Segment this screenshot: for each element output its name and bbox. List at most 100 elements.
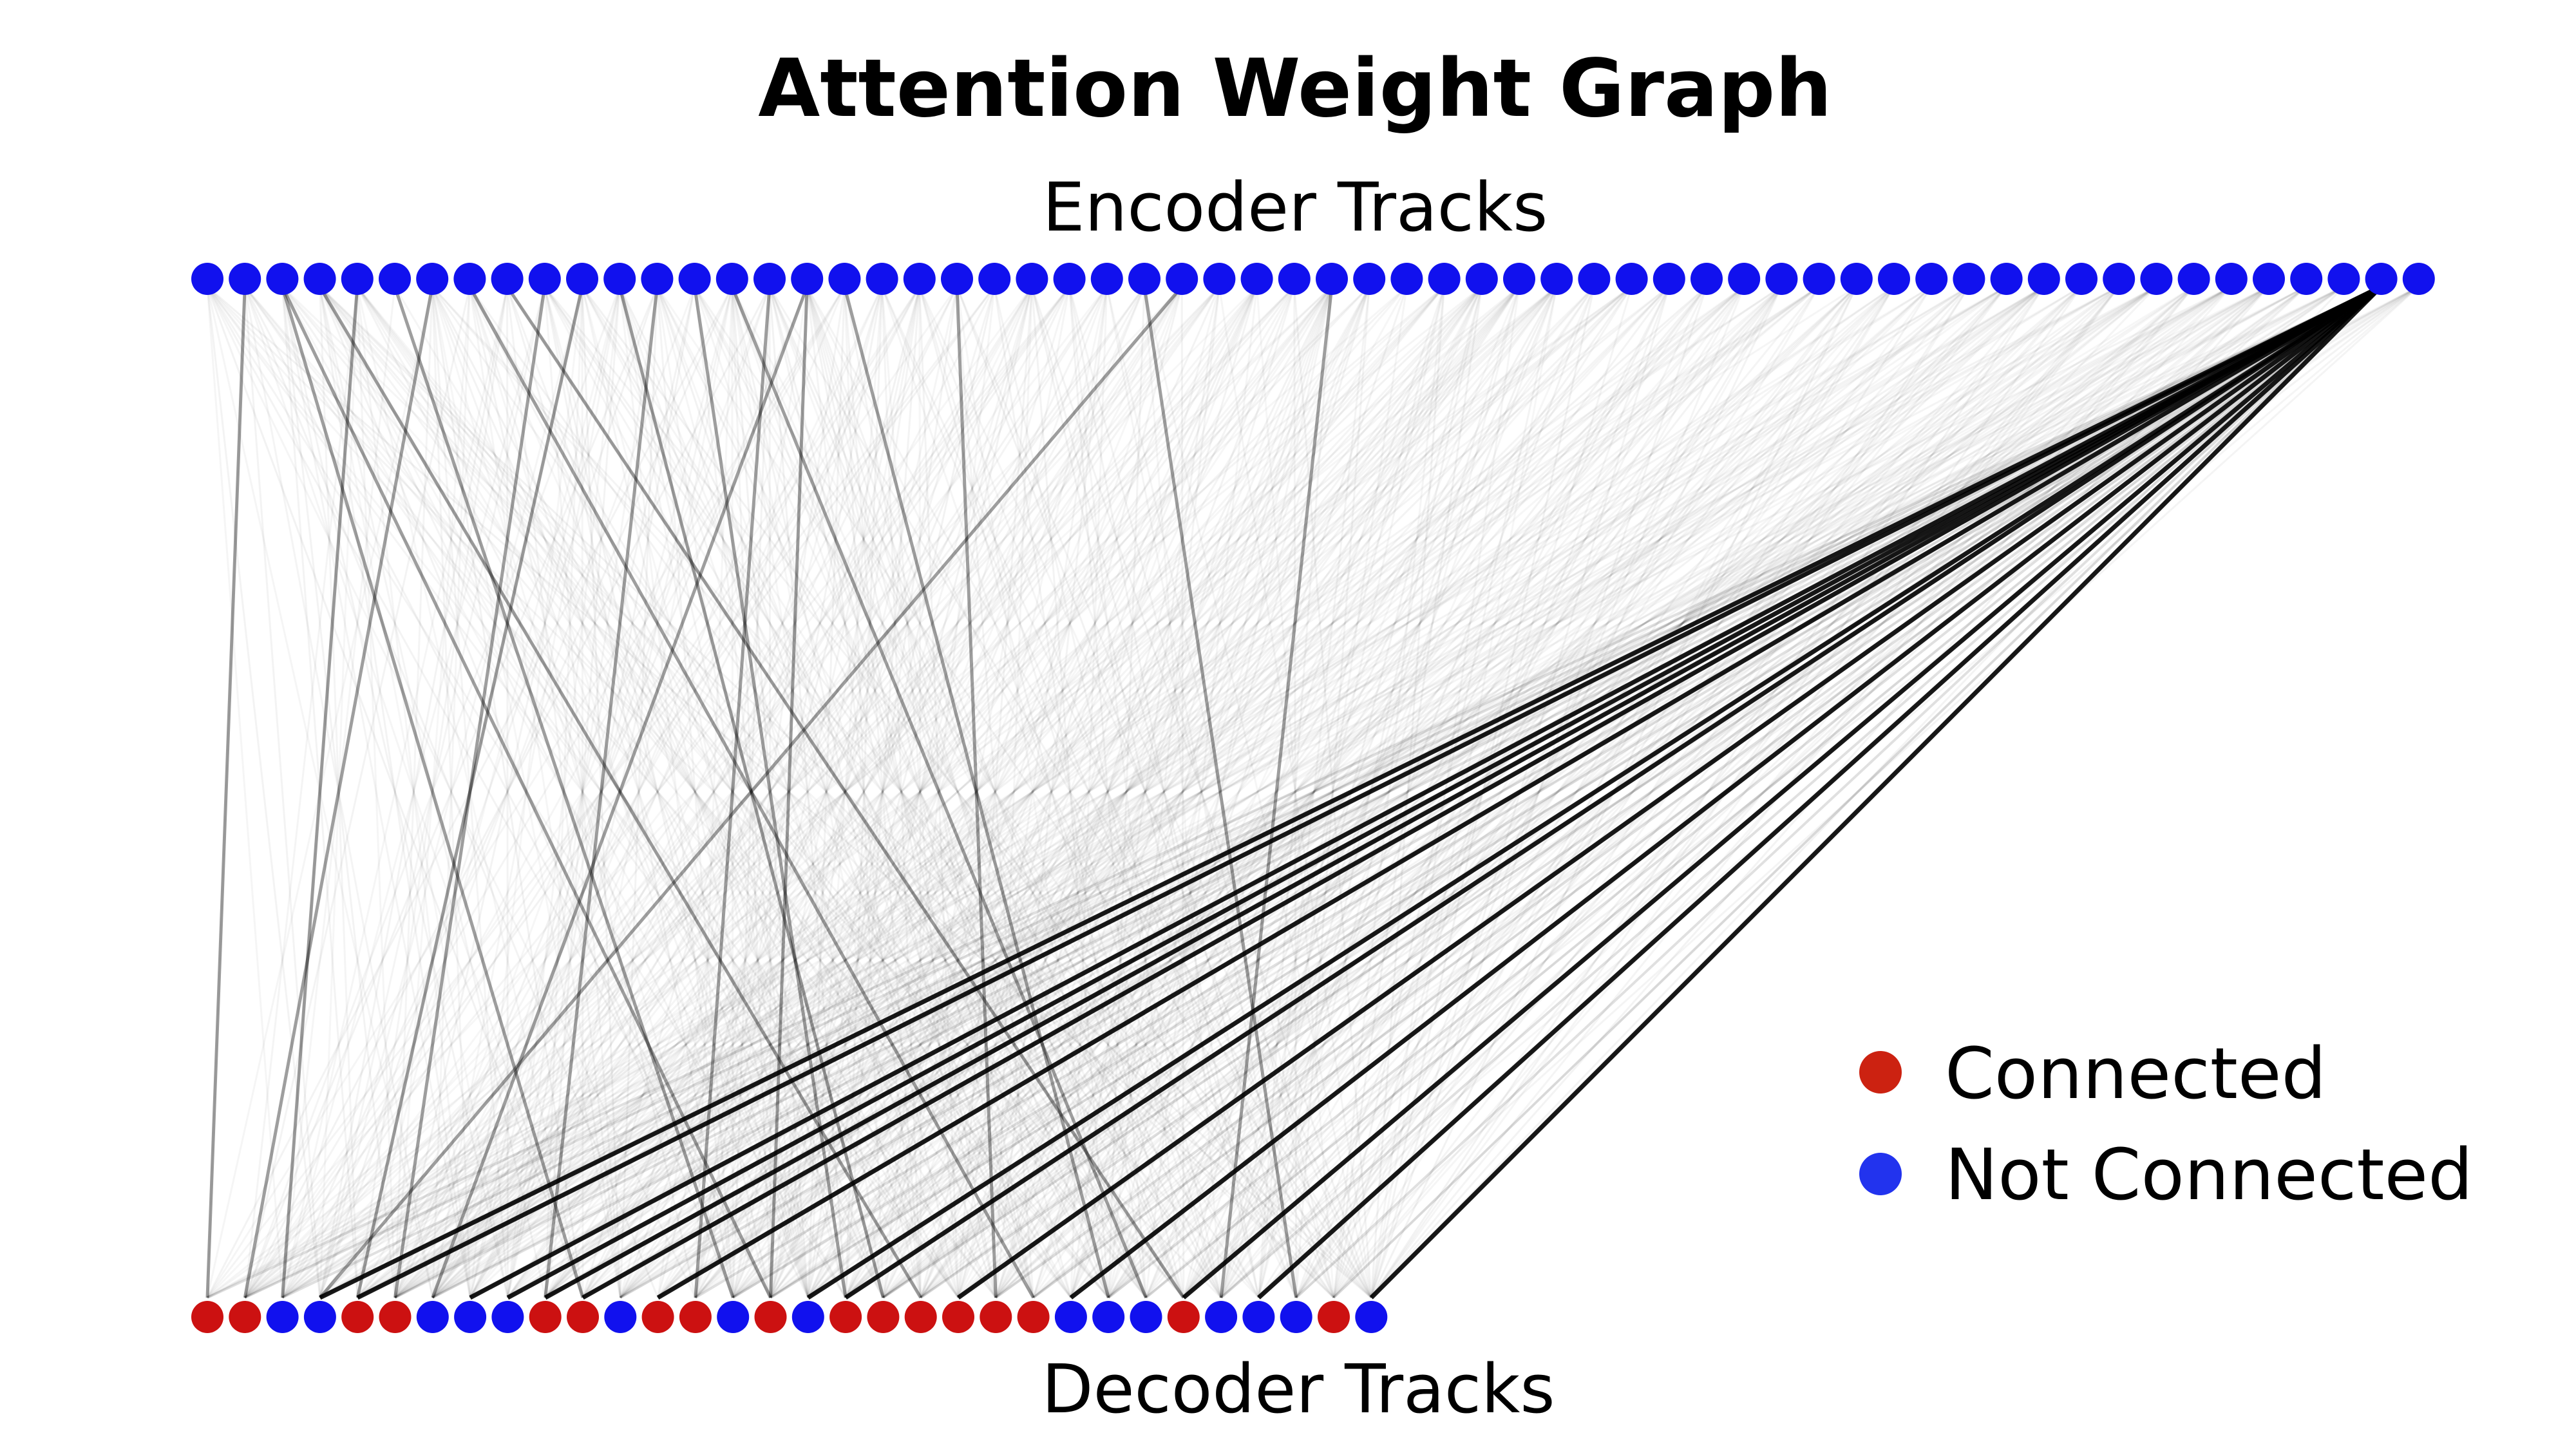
faint-edge (394, 285, 2382, 1299)
faint-edge (1106, 286, 1335, 1298)
faint-edge (281, 286, 734, 1298)
decoder-node-not-connected (266, 1301, 299, 1333)
faint-edge (1295, 286, 1970, 1298)
encoder-node (1166, 263, 1198, 295)
legend: Connected Not Connected (1859, 1032, 2473, 1216)
faint-edge (731, 286, 810, 1298)
decoder-node-not-connected (717, 1301, 750, 1333)
faint-edge (656, 286, 734, 1298)
faint-edge (544, 286, 734, 1298)
encoder-node (1390, 263, 1423, 295)
decoder-node-not-connected (416, 1301, 449, 1333)
faint-edge (994, 286, 1370, 1298)
faint-edge (281, 286, 1110, 1298)
encoder-nodes (191, 263, 2435, 295)
faint-edge (920, 286, 1183, 1298)
faint-edge (468, 286, 697, 1298)
medium-edge (243, 286, 434, 1298)
faint-edge (507, 285, 2045, 1299)
faint-edge (882, 285, 2382, 1299)
medium-edge (205, 286, 247, 1298)
faint-edge (1107, 286, 1146, 1298)
decoder-node-not-connected (1205, 1301, 1238, 1333)
faint-edge (394, 285, 2269, 1299)
faint-edge (768, 286, 1222, 1298)
faint-edge (620, 285, 1745, 1299)
faint-edge (843, 286, 1035, 1298)
faint-edge (618, 286, 1110, 1298)
faint-edge (995, 285, 2120, 1299)
decoder-node-connected (1318, 1301, 1350, 1333)
faint-edge (431, 286, 584, 1298)
decoder-node-connected (754, 1301, 787, 1333)
faint-edge (431, 286, 1146, 1298)
faint-edge (468, 286, 810, 1298)
strong-edge (469, 284, 2383, 1300)
legend-connected-marker (1859, 1051, 1902, 1094)
faint-edge (619, 286, 1108, 1298)
faint-edge (732, 286, 1333, 1298)
faint-edge (357, 285, 1633, 1299)
encoder-node (1428, 263, 1461, 295)
faint-edge (582, 286, 1146, 1298)
encoder-node (1728, 263, 1761, 295)
faint-edge (431, 285, 1970, 1299)
faint-edge (206, 286, 996, 1298)
faint-edge (243, 286, 659, 1298)
medium-edge (393, 286, 547, 1298)
faint-edge (957, 286, 1033, 1298)
faint-edge (581, 286, 621, 1298)
faint-edge (394, 285, 2119, 1299)
faint-edge (356, 286, 1110, 1298)
faint-edge (1220, 286, 1446, 1298)
encoder-node (1615, 263, 1648, 295)
faint-edge (657, 286, 1482, 1298)
faint-edge (506, 286, 509, 1298)
faint-edge (995, 285, 2382, 1299)
faint-edge (432, 285, 2345, 1299)
encoder-node (1465, 263, 1498, 295)
faint-edge (319, 286, 546, 1298)
faint-edge (994, 286, 1483, 1298)
faint-edge (656, 286, 997, 1298)
decoder-node-connected (942, 1301, 974, 1333)
faint-edge (1293, 286, 1372, 1298)
strong-edge (544, 284, 2383, 1300)
faint-edge (1030, 286, 1260, 1298)
encoder-node (1016, 263, 1048, 295)
faint-edge (394, 286, 621, 1298)
faint-edge (281, 285, 1295, 1299)
faint-edge (881, 286, 1335, 1298)
faint-edge (319, 286, 810, 1298)
strong-edge (956, 285, 2383, 1300)
faint-edge (431, 285, 2382, 1299)
faint-edge (920, 286, 1333, 1298)
faint-edge (206, 286, 772, 1298)
faint-edge (281, 286, 396, 1298)
faint-edge (1370, 286, 2045, 1298)
faint-edge (356, 286, 1147, 1298)
faint-edge (731, 286, 960, 1298)
faint-edge (732, 285, 1670, 1299)
faint-edge (357, 285, 1558, 1299)
faint-edge (1332, 286, 1483, 1298)
faint-edge (582, 285, 2232, 1299)
encoder-node (2365, 263, 2398, 295)
medium-edge (730, 286, 1148, 1298)
faint-edge (770, 286, 1033, 1298)
medium-edge (468, 285, 1035, 1299)
encoder-node (866, 263, 898, 295)
encoder-node (491, 263, 524, 295)
encoder-node (379, 263, 411, 295)
faint-edge (995, 285, 2083, 1299)
faint-edge (920, 286, 1633, 1298)
faint-edge (469, 286, 1185, 1298)
faint-edge (206, 285, 1222, 1299)
faint-edge (657, 285, 2157, 1299)
encoder-node (2327, 263, 2360, 295)
faint-edge (319, 285, 1335, 1299)
faint-edge (806, 286, 922, 1298)
faint-edge (732, 285, 2420, 1299)
faint-edge (1145, 286, 1671, 1298)
